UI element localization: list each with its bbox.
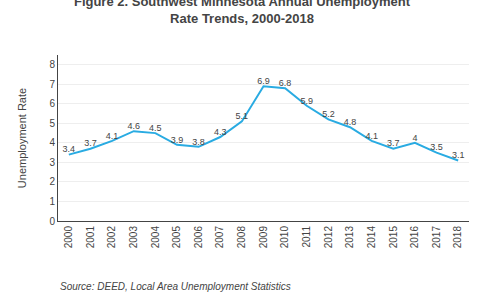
svg-text:3.4: 3.4 <box>63 144 76 154</box>
svg-text:2014: 2014 <box>366 226 377 249</box>
svg-text:2012: 2012 <box>323 226 334 249</box>
svg-text:2001: 2001 <box>85 226 96 249</box>
svg-text:2005: 2005 <box>171 226 182 249</box>
svg-text:2008: 2008 <box>236 226 247 249</box>
svg-text:2015: 2015 <box>388 226 399 249</box>
svg-text:2000: 2000 <box>63 226 74 249</box>
svg-text:2018: 2018 <box>452 226 463 249</box>
svg-text:6: 6 <box>49 98 55 109</box>
svg-text:2004: 2004 <box>150 226 161 249</box>
svg-text:2017: 2017 <box>431 226 442 249</box>
svg-text:2013: 2013 <box>344 226 355 249</box>
svg-text:0: 0 <box>49 216 55 227</box>
svg-text:3.9: 3.9 <box>171 135 184 145</box>
svg-text:2002: 2002 <box>106 226 117 249</box>
svg-text:3: 3 <box>49 157 55 168</box>
svg-text:2010: 2010 <box>279 226 290 249</box>
svg-text:2: 2 <box>49 176 55 187</box>
svg-text:4.5: 4.5 <box>149 123 162 133</box>
svg-text:6.8: 6.8 <box>279 78 292 88</box>
svg-text:1: 1 <box>49 196 55 207</box>
svg-text:3.8: 3.8 <box>192 137 205 147</box>
svg-text:Figure 2. Southwest Minnesota: Figure 2. Southwest Minnesota Annual Une… <box>74 0 411 26</box>
svg-text:2003: 2003 <box>128 226 139 249</box>
svg-text:4.1: 4.1 <box>365 131 378 141</box>
svg-text:5.9: 5.9 <box>301 96 314 106</box>
svg-text:3.1: 3.1 <box>452 150 465 160</box>
svg-text:2016: 2016 <box>409 226 420 249</box>
svg-text:6.9: 6.9 <box>257 76 270 86</box>
svg-text:4.8: 4.8 <box>344 117 357 127</box>
svg-text:4.6: 4.6 <box>127 121 140 131</box>
svg-text:4.3: 4.3 <box>214 127 227 137</box>
svg-text:Unemployment Rate: Unemployment Rate <box>16 88 28 188</box>
svg-text:2007: 2007 <box>214 226 225 249</box>
svg-text:3.7: 3.7 <box>84 138 97 148</box>
svg-text:5.1: 5.1 <box>236 111 249 121</box>
svg-text:2011: 2011 <box>301 226 312 248</box>
svg-text:4: 4 <box>412 133 417 143</box>
svg-text:5: 5 <box>49 118 55 129</box>
svg-text:7: 7 <box>49 79 55 90</box>
svg-text:3.5: 3.5 <box>430 142 443 152</box>
svg-text:Source: DEED, Local Area Unemp: Source: DEED, Local Area Unemployment St… <box>60 281 291 292</box>
svg-text:2009: 2009 <box>258 226 269 249</box>
svg-text:8: 8 <box>49 59 55 70</box>
svg-text:3.7: 3.7 <box>387 138 400 148</box>
svg-text:4.1: 4.1 <box>106 131 119 141</box>
svg-text:5.2: 5.2 <box>322 109 335 119</box>
svg-text:4: 4 <box>49 137 55 148</box>
svg-text:2006: 2006 <box>193 226 204 249</box>
